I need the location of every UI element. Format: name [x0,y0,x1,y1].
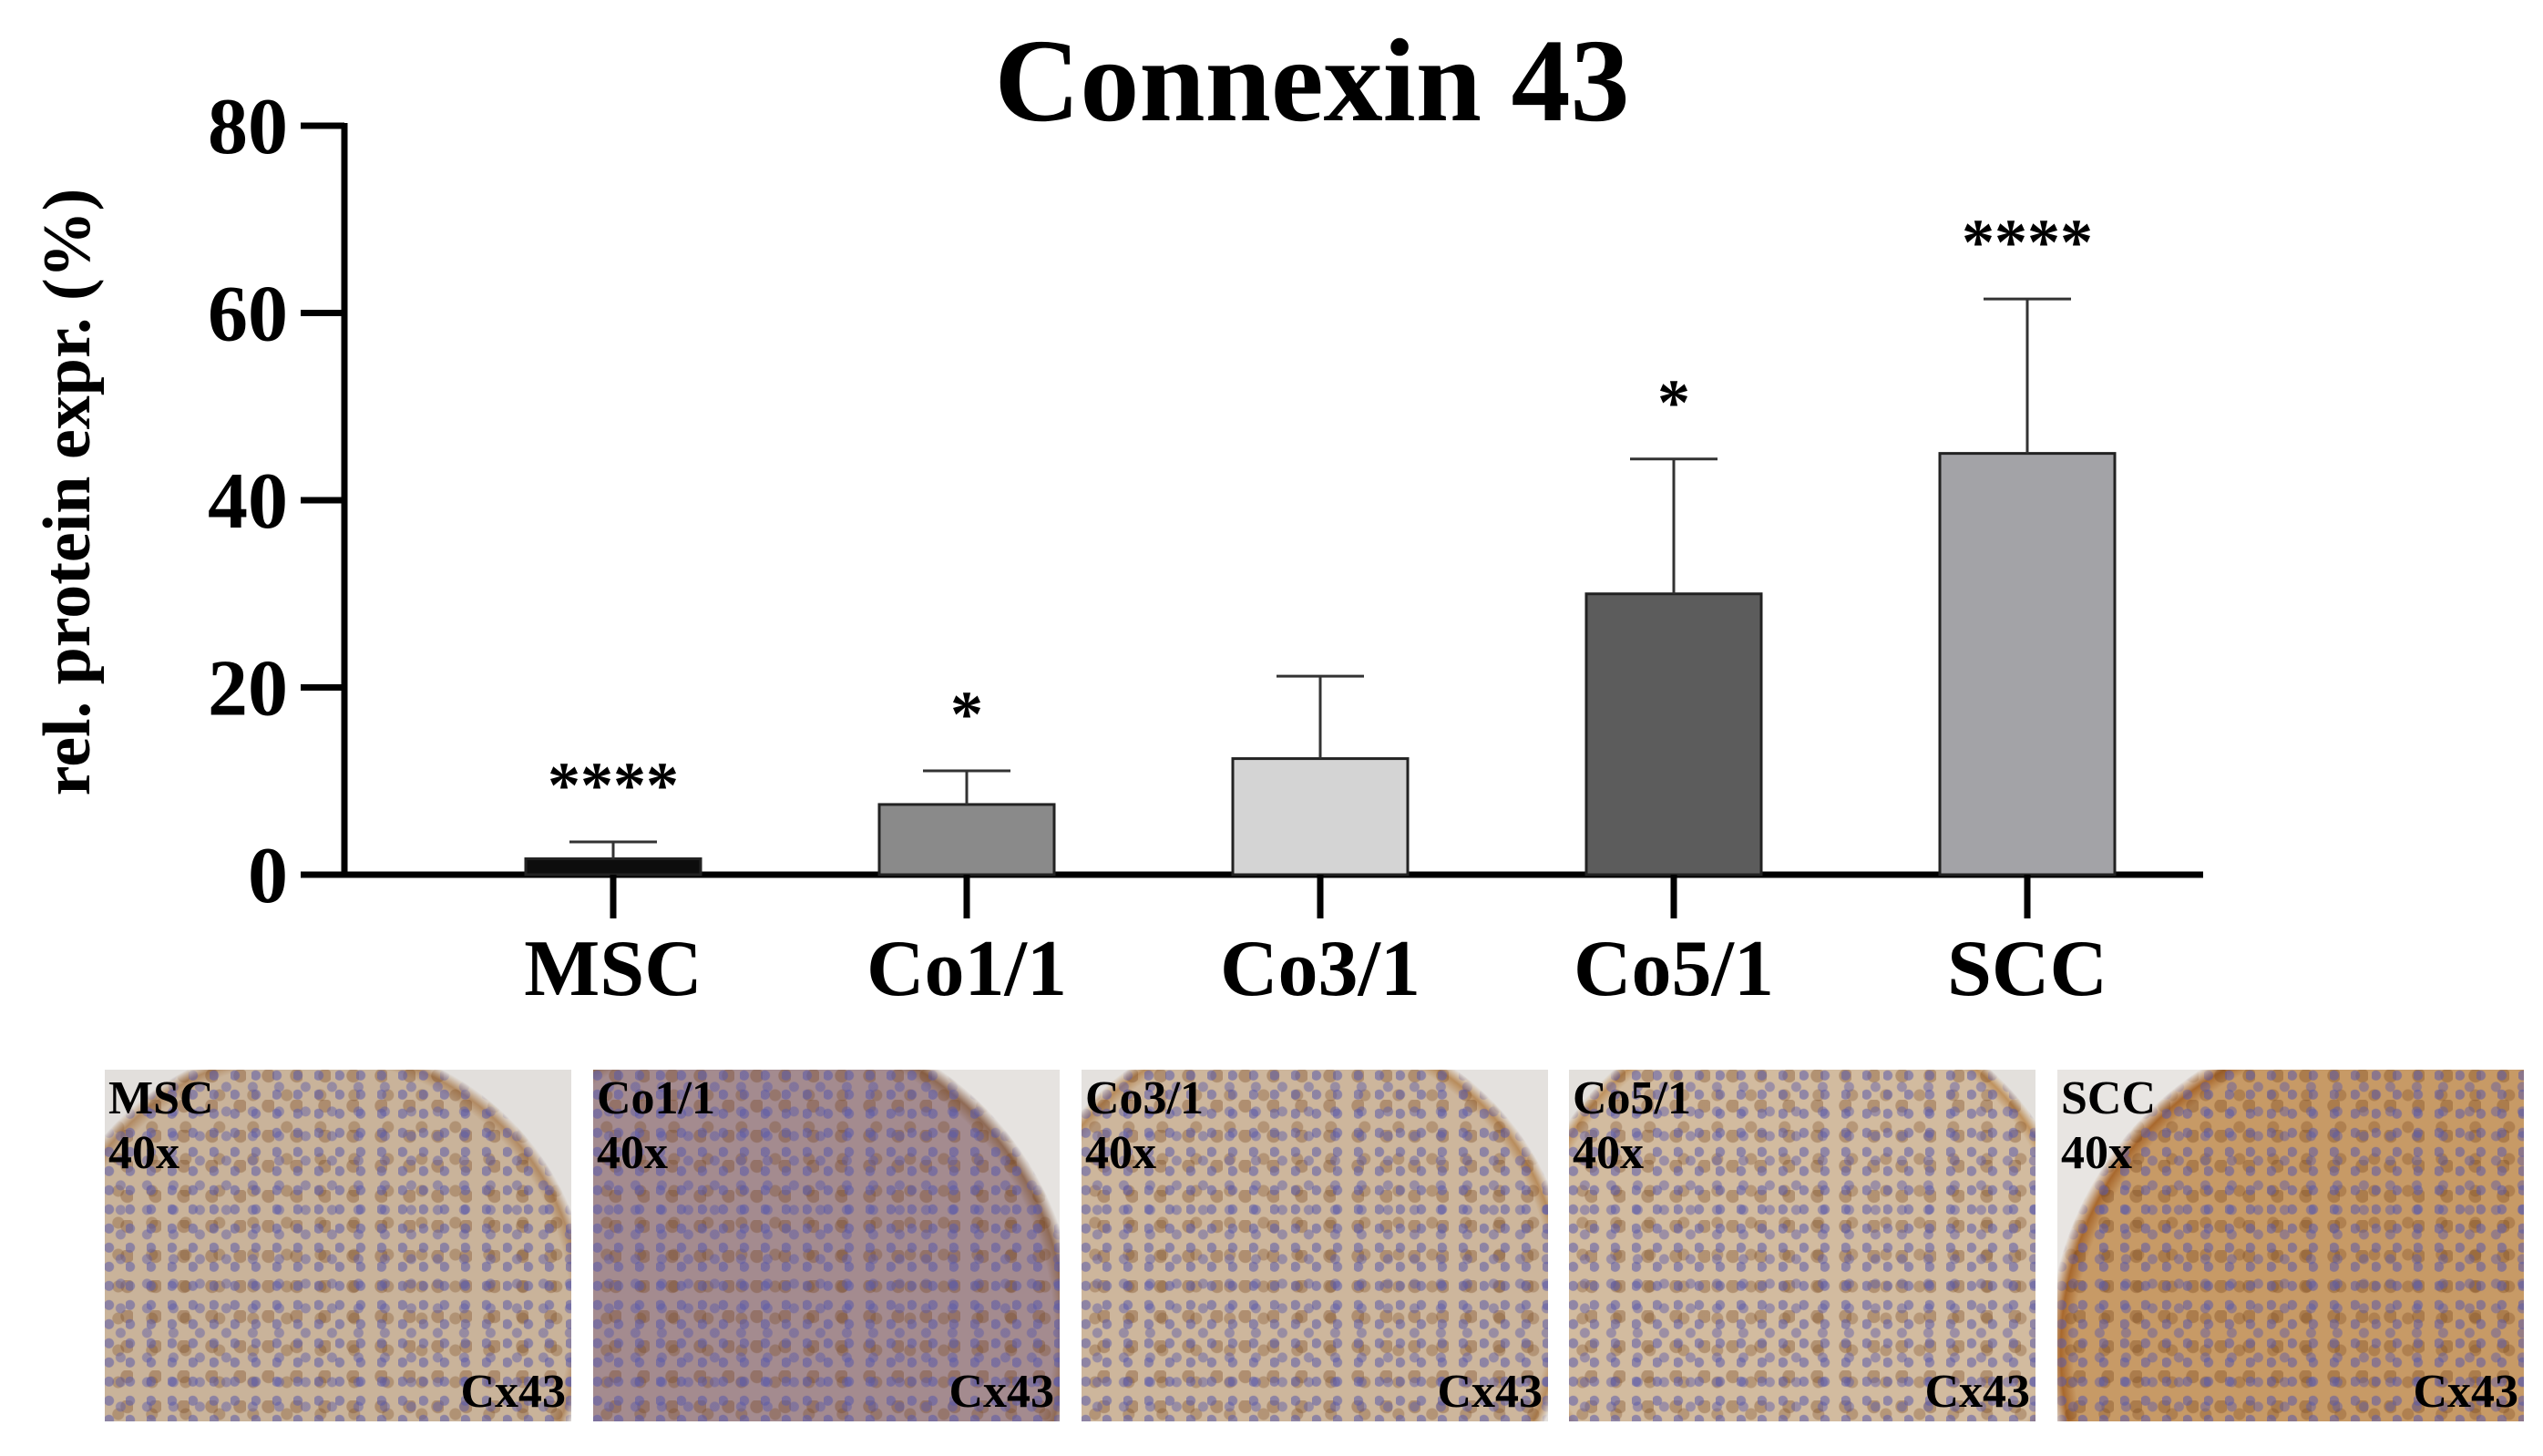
significance-labels: ********** [548,206,2093,822]
x-tick-label: Co5/1 [1574,925,1774,1013]
marker-label: Cx43 [1924,1366,2030,1418]
micrograph-label: MSC 40x [108,1071,214,1181]
cell-texture [2057,1070,2524,1421]
y-tick-label: 20 [208,645,288,733]
x-ticks: MSC Co1/1 Co3/1 Co5/1 SCC [524,875,2107,1013]
significance-label: **** [548,749,679,822]
y-tick-label: 40 [208,457,288,546]
significance-label: * [950,678,983,751]
micrograph-panel: Co1/1 40x Cx43 [593,1070,1060,1421]
micrograph-panel: SCC 40x Cx43 [2057,1070,2524,1421]
magnification-label: 40x [1085,1127,1156,1179]
magnification-label: 40x [1573,1127,1644,1179]
y-tick-label: 80 [208,83,288,171]
y-tick-label: 60 [208,271,288,359]
marker-label: Cx43 [2413,1366,2518,1418]
cell-texture [593,1070,1060,1421]
bar [1584,592,1763,877]
bar [1938,452,2117,877]
micrograph-panel: Co3/1 40x Cx43 [1082,1070,1548,1421]
bar [1231,757,1410,877]
y-ticks: 0 20 40 60 80 [208,83,344,920]
marker-label: Cx43 [948,1366,1054,1418]
chart-title: Connexin 43 [994,15,1629,147]
x-tick-label: Co3/1 [1220,925,1420,1013]
micrograph-panel: MSC 40x Cx43 [105,1070,571,1421]
micrograph-label: Co1/1 40x [597,1071,715,1181]
sample-label: MSC [108,1072,214,1124]
sample-label: Co1/1 [597,1072,715,1124]
x-tick-label: Co1/1 [866,925,1067,1013]
magnification-label: 40x [2061,1127,2132,1179]
micrograph-label: SCC 40x [2061,1071,2156,1181]
y-tick-label: 0 [248,832,288,920]
magnification-label: 40x [597,1127,668,1179]
micrograph-panel: Co5/1 40x Cx43 [1569,1070,2035,1421]
significance-label: **** [1962,206,2093,279]
cell-texture [1569,1070,2035,1421]
significance-label: * [1657,366,1690,439]
bars [524,452,2117,877]
sample-label: Co3/1 [1085,1072,1204,1124]
x-tick-label: SCC [1947,925,2107,1013]
error-bars [569,297,2071,859]
magnification-label: 40x [108,1127,179,1179]
sample-label: Co5/1 [1573,1072,1691,1124]
sample-label: SCC [2061,1072,2157,1124]
micrograph-label: Co3/1 40x [1085,1071,1204,1181]
x-tick-label: MSC [524,925,702,1013]
marker-label: Cx43 [460,1366,566,1418]
micrograph-label: Co5/1 40x [1573,1071,1691,1181]
cell-texture [1082,1070,1548,1421]
cell-texture [105,1070,571,1421]
marker-label: Cx43 [1437,1366,1543,1418]
y-axis-label: rel. protein expr. (%) [30,189,105,796]
